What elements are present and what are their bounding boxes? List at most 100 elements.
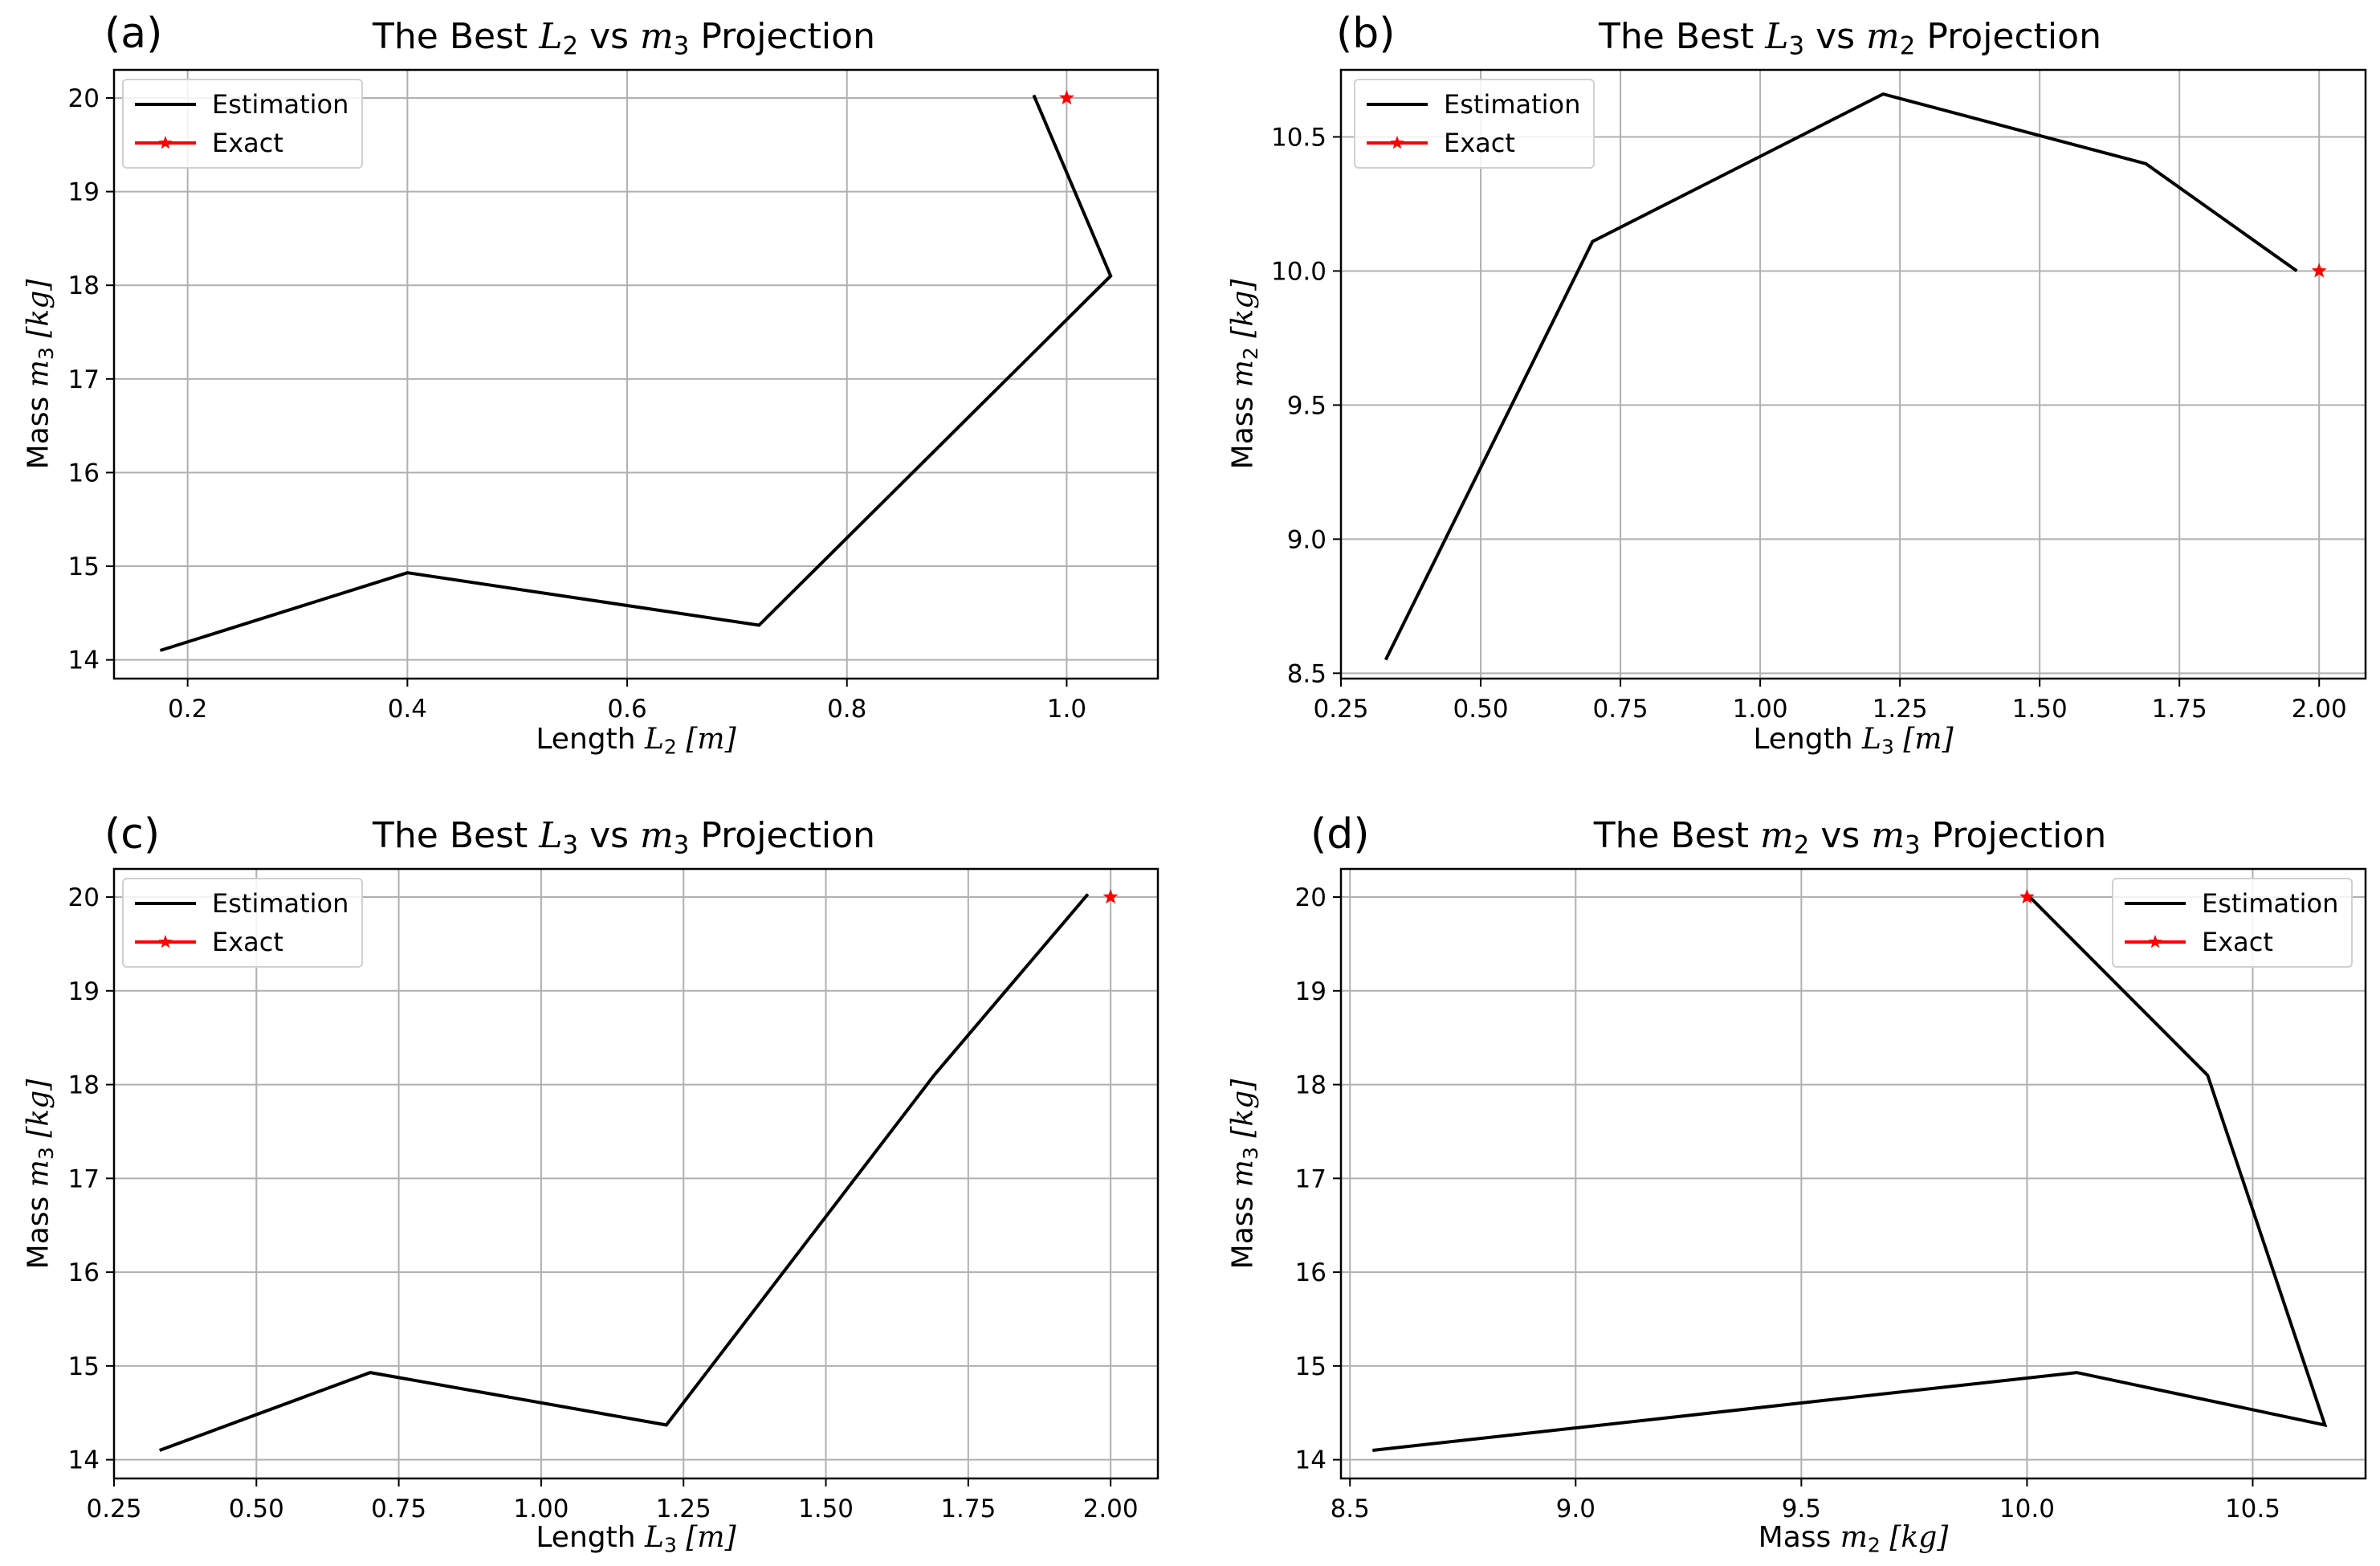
panel-tag: (c)	[104, 810, 161, 858]
y-tick-label: 18	[68, 1071, 100, 1100]
x-tick-label: 1.75	[940, 1495, 996, 1523]
x-tick-label: 10.5	[2225, 1495, 2280, 1523]
x-tick-label: 0.8	[827, 695, 866, 724]
estimation-line	[159, 893, 1090, 1452]
legend-label-exact: Exact	[212, 128, 283, 158]
star-marker-icon	[158, 136, 173, 149]
chart-title: The Best L3 vs m2 Projection	[1599, 16, 2101, 61]
chart-svg: 0.25 0.50 0.75 1.00 1.25 1.50 1.75 2.00 14 15 16 17…	[68, 867, 1159, 1523]
y-tick-label: 14	[68, 646, 100, 675]
legend-item-exact: Exact	[133, 124, 348, 162]
legend-item-exact: Exact	[133, 923, 348, 961]
plot-frame	[112, 867, 1159, 1480]
panel-d: (d) The Best m2 vs m3 Projection 8.5 9.0 9…	[1190, 783, 2380, 1566]
panel-tag: (a)	[104, 10, 163, 58]
legend-item-estimation: Estimation	[1365, 85, 1580, 124]
y-tick-label: 16	[68, 1258, 100, 1287]
panel-a: (a) The Best L2 vs m3 Projection 0.2 0.4 0…	[0, 0, 1190, 783]
x-axis-label: Mass m2 [kg]	[1758, 1521, 1949, 1557]
plot-frame	[112, 68, 1159, 680]
star-marker-icon	[2148, 935, 2162, 948]
panel-c: (c) The Best L3 vs m3 Projection 0.25 0.5…	[0, 783, 1190, 1566]
legend: Estimation Exact	[122, 79, 364, 169]
y-tick-label: 14	[1295, 1446, 1327, 1475]
y-axis-label: Mass m3 [kg]	[22, 1079, 58, 1270]
y-tick-label: 20	[1295, 883, 1327, 912]
legend-item-exact: Exact	[2123, 923, 2338, 961]
x-tick-label: 9.5	[1782, 1495, 1821, 1523]
plot-frame	[1339, 68, 2367, 680]
y-tick-label: 17	[68, 365, 100, 394]
plot-frame	[1339, 867, 2367, 1480]
panel-b: (b) The Best L3 vs m2 Projection 0.25 0.5…	[1190, 0, 2380, 783]
estimation-line	[159, 94, 1113, 652]
legend-item-estimation: Estimation	[133, 884, 348, 923]
y-tick-label: 14	[68, 1446, 100, 1475]
y-tick-label: 20	[68, 84, 100, 113]
y-tick-label: 15	[68, 553, 100, 581]
x-tick-label: 9.0	[1556, 1495, 1595, 1523]
x-tick-label: 0.75	[371, 1495, 426, 1523]
y-tick-label: 10.5	[1271, 123, 1327, 152]
y-axis-label: Mass m3 [kg]	[1226, 1079, 1262, 1270]
legend-label-estimation: Estimation	[1444, 89, 1581, 120]
panel-tag: (d)	[1310, 810, 1370, 858]
x-tick-label: 1.75	[2152, 695, 2207, 724]
y-tick-label: 20	[68, 883, 100, 912]
chart-svg: 0.25 0.50 0.75 1.00 1.25 1.50 1.75 2.00 8.5 9.0 9.…	[1271, 68, 2367, 724]
panel-tag: (b)	[1336, 10, 1396, 58]
y-tick-label: 18	[68, 271, 100, 300]
y-tick-label: 15	[68, 1352, 100, 1381]
x-tick-label: 1.25	[656, 1495, 711, 1523]
x-tick-label: 1.50	[2012, 695, 2068, 724]
y-tick-label: 16	[68, 459, 100, 487]
x-tick-label: 2.00	[1083, 1495, 1139, 1523]
legend: Estimation Exact	[122, 878, 364, 968]
x-tick-label: 0.6	[607, 695, 646, 724]
estimation-line	[1384, 92, 2298, 661]
legend-item-estimation: Estimation	[2123, 884, 2338, 923]
legend-label-exact: Exact	[1444, 128, 1515, 158]
y-tick-label: 17	[1295, 1164, 1327, 1193]
y-tick-label: 9.0	[1287, 525, 1327, 554]
x-tick-label: 0.25	[1313, 695, 1368, 724]
y-tick-label: 15	[1295, 1352, 1327, 1381]
y-tick-label: 9.5	[1287, 391, 1327, 420]
star-marker-icon	[1390, 136, 1404, 149]
x-tick-label: 0.4	[388, 695, 427, 724]
x-tick-label: 1.25	[1873, 695, 1928, 724]
legend-label-estimation: Estimation	[212, 888, 349, 919]
chart-title: The Best L2 vs m3 Projection	[373, 16, 875, 61]
legend-item-exact: Exact	[1365, 124, 1580, 162]
legend-label-estimation: Estimation	[2202, 888, 2339, 919]
legend: Estimation Exact	[1354, 79, 1595, 169]
y-tick-label: 19	[1295, 977, 1327, 1006]
x-tick-label: 0.75	[1593, 695, 1648, 724]
x-tick-label: 1.00	[513, 1495, 569, 1523]
chart-title: The Best L3 vs m3 Projection	[373, 815, 875, 860]
x-axis-label: Length L2 [m]	[536, 723, 736, 759]
x-tick-label: 0.50	[1453, 695, 1509, 724]
chart-svg: 0.2 0.4 0.6 0.8 1.0 14 15 16 17 18 19 20	[68, 68, 1159, 724]
exact-star-marker	[1102, 889, 1119, 904]
y-tick-label: 16	[1295, 1258, 1327, 1287]
legend: Estimation Exact	[2112, 878, 2354, 968]
y-tick-label: 8.5	[1287, 659, 1327, 688]
x-tick-label: 0.25	[86, 1495, 141, 1523]
x-tick-label: 1.0	[1047, 695, 1086, 724]
x-tick-label: 8.5	[1331, 1495, 1370, 1523]
legend-item-estimation: Estimation	[133, 85, 348, 124]
x-axis-label: Length L3 [m]	[536, 1521, 736, 1557]
x-axis-label: Length L3 [m]	[1753, 723, 1954, 759]
x-tick-label: 1.00	[1733, 695, 1788, 724]
exact-star-marker	[1058, 90, 1074, 105]
legend-label-exact: Exact	[2202, 927, 2273, 957]
estimation-line	[1372, 893, 2328, 1452]
x-tick-label: 10.0	[1999, 1495, 2055, 1523]
y-tick-label: 18	[1295, 1071, 1327, 1100]
chart-svg: 8.5 9.0 9.5 10.0 10.5 14 15 16 17 18 19 20	[1295, 867, 2367, 1523]
exact-star-marker	[2311, 263, 2327, 278]
x-tick-label: 0.2	[168, 695, 207, 724]
y-tick-label: 10.0	[1271, 257, 1327, 286]
y-tick-label: 19	[68, 977, 100, 1006]
